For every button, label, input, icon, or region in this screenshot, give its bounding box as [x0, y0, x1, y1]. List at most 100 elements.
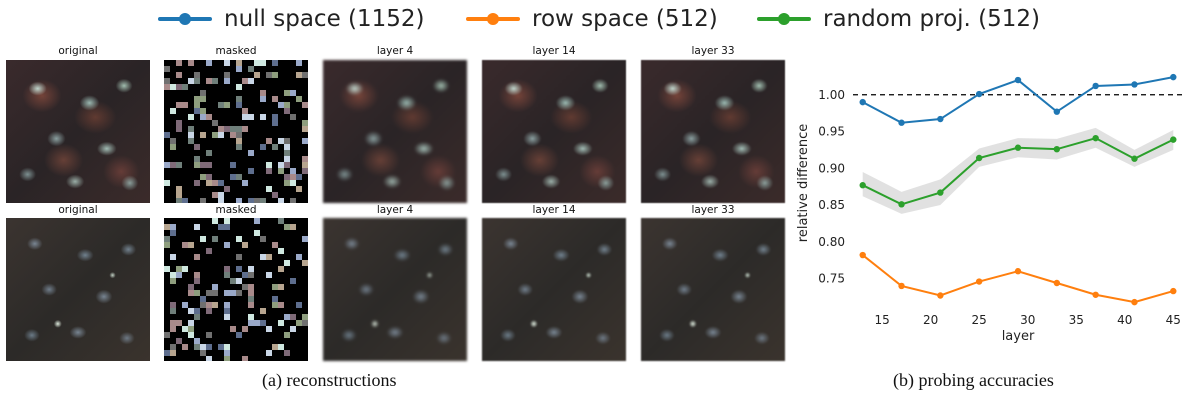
mask-patch [266, 186, 272, 192]
mask-patch [176, 162, 182, 168]
data-point [1170, 73, 1177, 81]
mask-patch [218, 126, 224, 132]
mask-patch [188, 290, 194, 296]
mask-patch [284, 138, 290, 144]
mask-patch [278, 248, 284, 254]
mask-patch [248, 272, 254, 278]
image-layer14-1 [482, 60, 626, 203]
mask-patch [176, 120, 182, 126]
mask-patch [212, 284, 218, 290]
mask-patch [236, 132, 242, 138]
mask-patch [188, 114, 194, 120]
mask-patch [200, 296, 206, 302]
mask-patch [236, 66, 242, 72]
mask-patch [302, 138, 308, 144]
mask-patch [194, 338, 200, 344]
mask-patch [194, 314, 200, 320]
mask-patch [236, 236, 242, 242]
legend-swatch-row-space [466, 13, 520, 25]
mask-patch [164, 132, 170, 138]
mask-patch [224, 224, 230, 230]
mask-patch [302, 120, 308, 126]
mask-patch [182, 84, 188, 90]
mask-patch [296, 302, 302, 308]
mask-patch [230, 162, 236, 168]
tile-title-original-1: original [58, 45, 98, 57]
series-line-0 [862, 76, 1174, 124]
mask-patch [242, 78, 248, 84]
data-point [975, 154, 983, 162]
image-layer14-2 [482, 218, 626, 361]
image-layer33-2 [641, 218, 785, 361]
data-point [975, 278, 983, 285]
tile-title-layer33-2: layer 33 [691, 204, 735, 216]
tile-title-layer4-1: layer 4 [376, 45, 414, 57]
data-point [1053, 279, 1061, 287]
legend-label-random-proj: random proj. (512) [823, 6, 1040, 32]
caption-probing-accuracies: (b) probing accuracies [893, 370, 1054, 390]
mask-patch [170, 138, 176, 144]
mask-patch [164, 180, 170, 186]
image-original-2 [6, 218, 150, 361]
tile-title-layer33-1: layer 33 [691, 45, 735, 57]
y-tick-label: 0.80 [818, 235, 845, 249]
mask-patch [188, 332, 194, 338]
mask-patch [176, 102, 182, 108]
mask-patch [242, 272, 248, 278]
mask-patch [284, 108, 290, 114]
mask-patch [224, 78, 230, 84]
mask-patch [194, 308, 200, 314]
mask-patch [242, 326, 248, 332]
mask-patch [290, 278, 296, 284]
mask-patch [200, 162, 206, 168]
mask-patch [224, 290, 230, 296]
mask-patch [224, 186, 230, 192]
mask-patch [272, 96, 278, 102]
mask-patch [206, 302, 212, 308]
mask-patch [218, 192, 224, 198]
mask-patch [272, 72, 278, 78]
mask-patch [170, 272, 176, 278]
tile-title-layer14-1: layer 14 [532, 45, 576, 57]
mask-patch [212, 180, 218, 186]
mask-patch [302, 102, 308, 108]
mask-patch [206, 180, 212, 186]
mask-patch [242, 180, 248, 186]
mask-patch [290, 168, 296, 174]
data-point [937, 292, 944, 299]
mask-patch [224, 218, 230, 224]
mask-patch [260, 144, 266, 150]
mask-patch [290, 174, 296, 180]
data-point [859, 251, 866, 259]
mask-patch [194, 108, 200, 114]
mask-patch [194, 290, 200, 296]
data-point [859, 98, 866, 106]
mask-patch [206, 290, 212, 296]
mask-patch [176, 84, 182, 90]
mask-patch [206, 114, 212, 120]
mask-patch [296, 96, 302, 102]
mask-patch [164, 350, 170, 356]
mask-patch [266, 272, 272, 278]
mask-patch [260, 198, 266, 203]
mask-patch [230, 126, 236, 132]
mask-patch [170, 350, 176, 356]
mask-patch [176, 192, 182, 198]
mask-patch [218, 224, 224, 230]
mask-patch [206, 174, 212, 180]
mask-patch [296, 186, 302, 192]
mask-patch [206, 162, 212, 168]
mask-patch [290, 114, 296, 120]
mask-patch [176, 72, 182, 78]
mask-patch [266, 350, 272, 356]
mask-patch [170, 278, 176, 284]
mask-patch [170, 144, 176, 150]
mask-patch [200, 344, 206, 350]
mask-patch [200, 174, 206, 180]
legend: null space (1152) row space (512) random… [0, 0, 1185, 40]
mask-patch [266, 162, 272, 168]
mask-patch [224, 60, 230, 66]
data-point [1014, 144, 1022, 151]
image-layer4-2 [323, 218, 467, 361]
mask-patch [260, 236, 266, 242]
